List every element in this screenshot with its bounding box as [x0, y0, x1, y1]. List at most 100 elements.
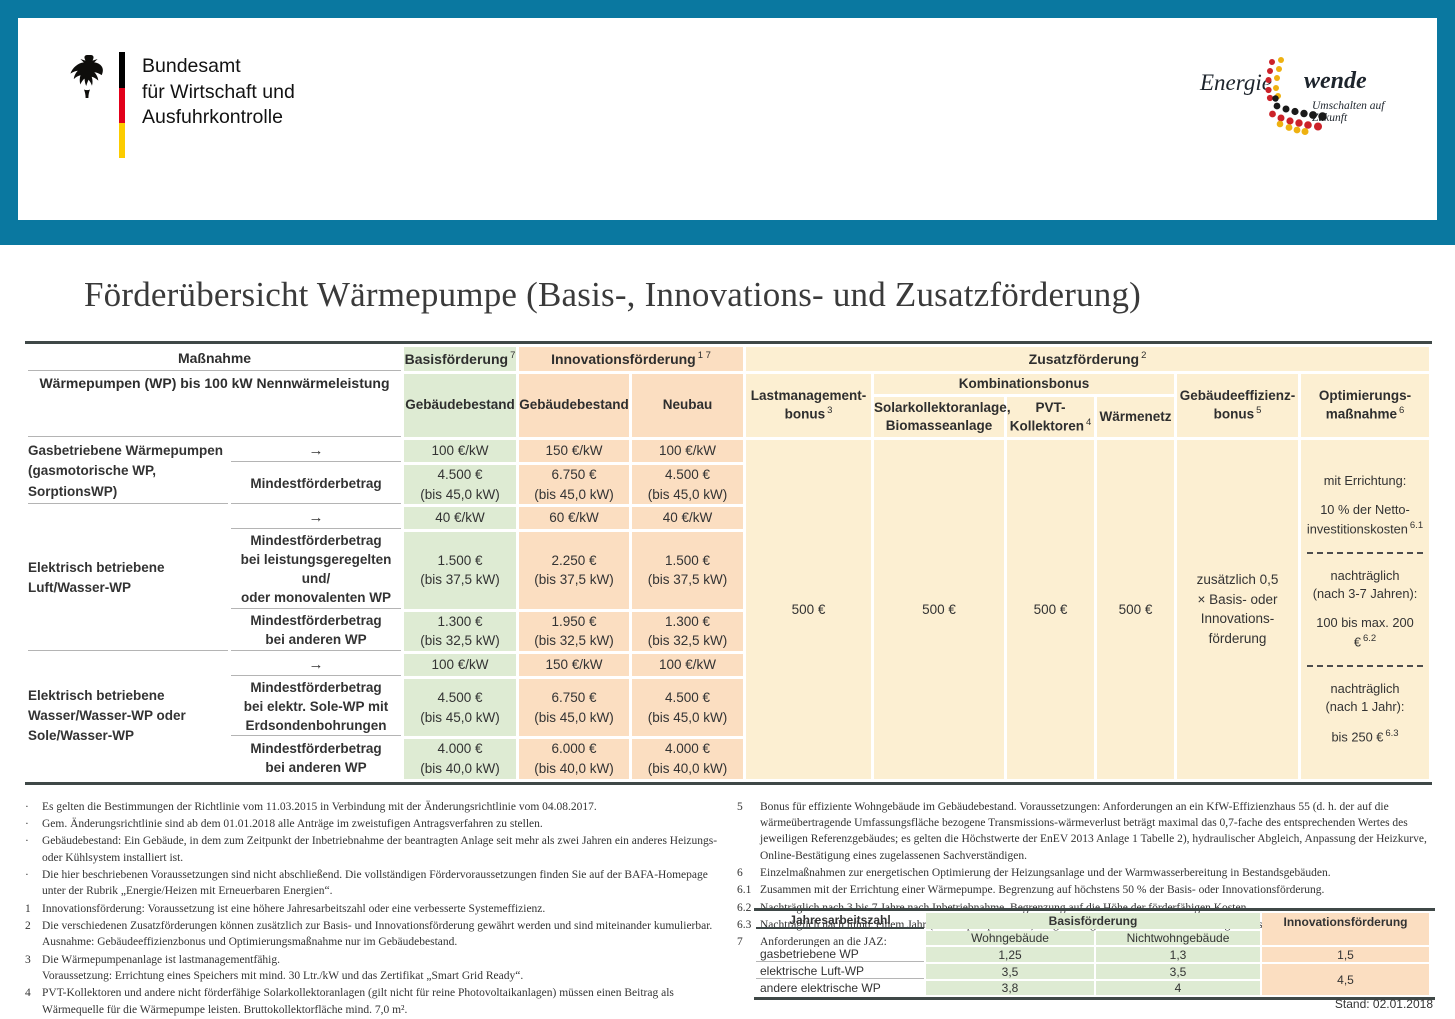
footnote-item: 3 Die Wärmepumpenanlage ist lastmanagemen… [25, 952, 723, 985]
row-group-luft-wasser-wp: Elektrisch betriebene Luft/Wasser-WP [28, 507, 228, 651]
header-band: Bundesamt für Wirtschaft und Ausfuhrkont… [0, 0, 1455, 245]
row-label-gas-rate: → [231, 440, 401, 462]
row-label-sole-rate: → [231, 653, 401, 676]
cell-sole-erdsonden-innov-bestand: 6.750 € (bis 45,0 kW) [519, 678, 629, 737]
energiewende-subtitle: Umschalten auf Zukunft [1312, 100, 1385, 124]
cell-kombination-solar: 500 € [874, 440, 1005, 779]
jaz-cell-luft-nichtwohn: 3,5 [1096, 964, 1260, 979]
dashed-divider [1307, 664, 1423, 667]
footnote-item: 2 Die verschiedenen Zusatzförderungen kön… [25, 918, 723, 951]
opt-line-netto: 10 % der Netto- investitionskosten 6.1 [1306, 502, 1424, 537]
col-header-innov-gebaeudebestand: Gebäudebestand [519, 374, 629, 437]
cell-gas-rate-innov-bestand: 150 €/kW [519, 440, 629, 462]
opt-line-nachtraeglich-1: nachträglich (nach 1 Jahr): [1325, 680, 1405, 714]
document-date: Stand: 02.01.2018 [1334, 997, 1433, 1011]
col-header-basis-gebaeudebestand: Gebäudebestand [404, 374, 516, 437]
footnote-text: Gem. Änderungsrichtlinie sind ab dem 01.… [42, 817, 543, 830]
jaz-col-header-innovationsfoerderung: Innovationsförderung [1262, 913, 1429, 945]
dashed-divider [1307, 551, 1423, 554]
cell-sole-rate-basis: 100 €/kW [404, 653, 516, 676]
jaz-col-header-wohngebaeude: Wohngebäude [926, 931, 1094, 945]
energiewende-dots-icon [1265, 57, 1327, 135]
footnote-ref: 4 [1086, 416, 1092, 428]
jaz-col-header-basisfoerderung: Basisförderung [926, 913, 1260, 929]
energiewende-logo: Energie wende Umschalten auf Zukunft [1200, 52, 1420, 202]
footnote-item: 6.1 Zusammen mit der Errichtung einer Wär… [737, 882, 1435, 898]
cell-sole-rate-innov-bestand: 150 €/kW [519, 653, 629, 676]
jaz-col-header-nichtwohngebaeude: Nichtwohngebäude [1096, 931, 1260, 945]
energiewende-word1: Energie [1200, 70, 1272, 95]
bafa-eagle-icon [70, 55, 103, 98]
footnote-marker: · [25, 800, 29, 813]
opt-line-250: bis 250 €6.3 [1331, 728, 1399, 745]
jaz-empty-cell [756, 931, 924, 945]
footnote-ref: 6 [1399, 405, 1405, 417]
col-header-waermenetz: Wärmenetz [1097, 397, 1175, 437]
jaz-cell-gas-wohn: 1,25 [926, 947, 1094, 962]
footnote-item: · Es gelten die Bestimmungen der Richtlin… [25, 799, 723, 815]
bafa-wordmark: Bundesamt für Wirtschaft und Ausfuhrkont… [142, 54, 295, 131]
jaz-cell-elektrisch-innov: 4,5 [1262, 964, 1429, 995]
cell-luft-andere-basis: 1.300 € (bis 32,5 kW) [404, 611, 516, 651]
cell-luft-rate-innov-bestand: 60 €/kW [519, 507, 629, 530]
footnote-text: Innovationsförderung: Voraussetzung ist … [42, 902, 546, 915]
cell-luft-rate-basis: 40 €/kW [404, 507, 516, 530]
cell-sole-andere-innov-neubau: 4.000 € (bis 40,0 kW) [632, 739, 744, 779]
col-header-zusatzfoerderung: Zusatzförderung 2 [746, 347, 1430, 371]
col-header-gebaeudeeffizienzbonus: Gebäudeeffizienz- bonus 5 [1177, 374, 1299, 437]
row-header-waermepumpen: Wärmepumpen (WP) bis 100 kW Nennwärmelei… [28, 374, 401, 437]
page-title: Förderübersicht Wärmepumpe (Basis-, Inno… [84, 275, 1142, 314]
col-header-optimierungsmassnahme: Optimierungs- maßnahme 6 [1301, 374, 1430, 437]
col-header-pvt-kollektoren: PVT- Kollektoren 4 [1007, 397, 1095, 437]
opt-line-errichtung: mit Errichtung: [1323, 473, 1407, 489]
row-label-luft-rate: → [231, 507, 401, 530]
cell-gas-rate-basis: 100 €/kW [404, 440, 516, 462]
row-label-sole-mindest-erdsonden: Mindestförderbetrag bei elektr. Sole-WP … [231, 678, 401, 737]
bafa-logo: Bundesamt für Wirtschaft und Ausfuhrkont… [64, 52, 295, 158]
cell-luft-geregelt-basis: 1.500 € (bis 37,5 kW) [404, 532, 516, 609]
col-header-lastmanagementbonus: Lastmanagement- bonus 3 [746, 374, 872, 437]
footnotes-left-column: · Es gelten die Bestimmungen der Richtlin… [25, 799, 723, 1019]
cell-luft-rate-innov-neubau: 40 €/kW [632, 507, 744, 530]
jaz-row-label-luft: elektrische Luft-WP [756, 964, 924, 979]
row-label-luft-mindest-andere: Mindestförderbetrag bei anderen WP [231, 611, 401, 651]
footnote-item: 1 Innovationsförderung: Voraussetzung ist… [25, 901, 723, 917]
col-header-kombinationsbonus: Kombinationsbonus [874, 374, 1175, 394]
footnote-text: Einzelmaßnahmen zur energetischen Optimi… [760, 866, 1331, 879]
cell-luft-geregelt-innov-neubau: 1.500 € (bis 37,5 kW) [632, 532, 744, 609]
cell-luft-geregelt-innov-bestand: 2.250 € (bis 37,5 kW) [519, 532, 629, 609]
jaz-cell-gas-innov: 1,5 [1262, 947, 1429, 962]
col-header-solarkollektor-biomasse: Solarkollektoranlage, Biomasseanlage [874, 397, 1011, 437]
funding-table: Maßnahme Basisförderung 7 Innovationsförd… [25, 344, 1432, 782]
footnote-marker: 4 [25, 987, 31, 1000]
header-inner: Bundesamt für Wirtschaft und Ausfuhrkont… [18, 18, 1437, 220]
footnote-item: 4 PVT-Kollektoren und andere nicht förder… [25, 985, 723, 1018]
cell-sole-andere-innov-bestand: 6.000 € (bis 40,0 kW) [519, 739, 629, 779]
cell-luft-andere-innov-neubau: 1.300 € (bis 32,5 kW) [632, 611, 744, 651]
footnote-ref: 6.3 [1385, 728, 1399, 740]
footnote-ref: 3 [827, 405, 833, 417]
footnote-text: Bonus für effiziente Wohngebäude im Gebä… [760, 800, 1430, 862]
footnote-text: Zusammen mit der Errichtung einer Wärmep… [760, 884, 1325, 897]
footnote-text: Die verschiedenen Zusatzförderungen könn… [42, 919, 713, 949]
main-table-wrap: Maßnahme Basisförderung 7 Innovationsförd… [25, 341, 1432, 785]
row-label-gas-mindest: Mindestförderbetrag [231, 465, 401, 505]
jaz-cell-gas-nichtwohn: 1,3 [1096, 947, 1260, 962]
footnote-item: · Gebäudebestand: Ein Gebäude, in dem zum… [25, 833, 723, 866]
jaz-cell-andere-wohn: 3,8 [926, 981, 1094, 995]
footnote-marker: 7 [737, 936, 743, 949]
cell-sole-erdsonden-innov-neubau: 4.500 € (bis 45,0 kW) [632, 678, 744, 737]
footnote-marker: 6 [737, 866, 743, 879]
optimierung-content: mit Errichtung: 10 % der Netto- investit… [1301, 466, 1429, 752]
footnote-marker: · [25, 817, 29, 830]
cell-sole-andere-basis: 4.000 € (bis 40,0 kW) [404, 739, 516, 779]
footnote-text: Anforderungen an die JAZ: [760, 936, 887, 949]
jaz-row-label-andere: andere elektrische WP [756, 981, 924, 995]
cell-optimierungsmassnahme: mit Errichtung: 10 % der Netto- investit… [1301, 440, 1430, 779]
footnote-item: · Die hier beschriebenen Voraussetzungen … [25, 867, 723, 900]
cell-kombination-waermenetz: 500 € [1097, 440, 1175, 779]
cell-sole-erdsonden-basis: 4.500 € (bis 45,0 kW) [404, 678, 516, 737]
footnote-marker: 6.1 [737, 884, 752, 897]
row-group-gas-wp: Gasbetriebene Wärmepumpen (gasmotorische… [28, 440, 228, 505]
